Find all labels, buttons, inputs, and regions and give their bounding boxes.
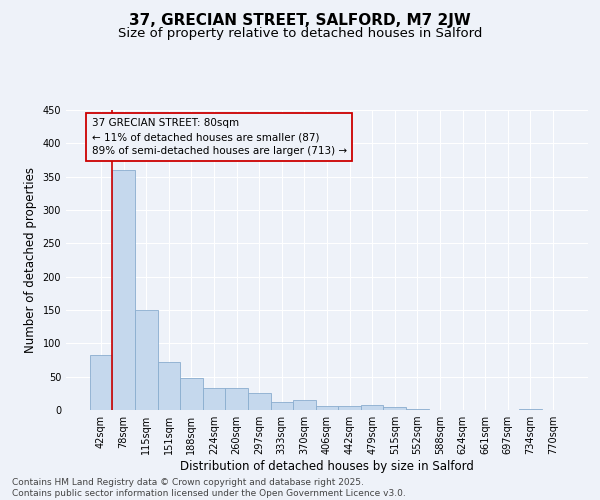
Bar bbox=[135, 310, 158, 410]
Bar bbox=[226, 388, 248, 410]
Bar bbox=[338, 406, 361, 410]
Text: 37, GRECIAN STREET, SALFORD, M7 2JW: 37, GRECIAN STREET, SALFORD, M7 2JW bbox=[129, 12, 471, 28]
Bar bbox=[271, 402, 293, 410]
Bar bbox=[180, 378, 203, 410]
X-axis label: Distribution of detached houses by size in Salford: Distribution of detached houses by size … bbox=[180, 460, 474, 473]
Bar bbox=[203, 388, 226, 410]
Bar bbox=[383, 408, 406, 410]
Text: 37 GRECIAN STREET: 80sqm
← 11% of detached houses are smaller (87)
89% of semi-d: 37 GRECIAN STREET: 80sqm ← 11% of detach… bbox=[92, 118, 347, 156]
Bar bbox=[112, 170, 135, 410]
Bar bbox=[316, 406, 338, 410]
Y-axis label: Number of detached properties: Number of detached properties bbox=[24, 167, 37, 353]
Bar bbox=[361, 404, 383, 410]
Bar bbox=[248, 394, 271, 410]
Bar bbox=[90, 356, 112, 410]
Bar bbox=[293, 400, 316, 410]
Text: Contains HM Land Registry data © Crown copyright and database right 2025.
Contai: Contains HM Land Registry data © Crown c… bbox=[12, 478, 406, 498]
Text: Size of property relative to detached houses in Salford: Size of property relative to detached ho… bbox=[118, 28, 482, 40]
Bar bbox=[158, 362, 180, 410]
